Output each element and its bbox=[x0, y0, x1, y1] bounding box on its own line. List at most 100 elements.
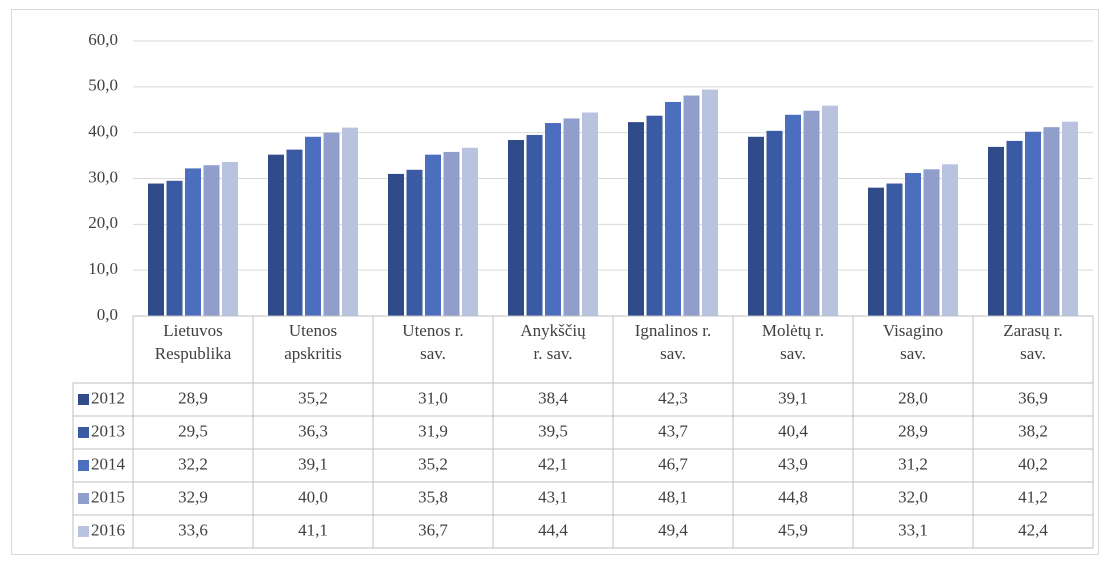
table-cell: 46,7 bbox=[658, 454, 688, 473]
bar bbox=[222, 162, 238, 316]
bar bbox=[868, 187, 884, 316]
y-tick-label: 60,0 bbox=[88, 30, 118, 49]
bar bbox=[748, 136, 764, 316]
table-cell: 36,7 bbox=[418, 520, 448, 539]
table-cell: 42,3 bbox=[658, 388, 688, 407]
y-tick-label: 30,0 bbox=[88, 167, 118, 186]
bar bbox=[406, 169, 423, 316]
x-tick-label: sav. bbox=[660, 344, 686, 363]
table-cell: 40,2 bbox=[1018, 454, 1048, 473]
bar bbox=[785, 114, 801, 317]
x-tick-label: Visagino bbox=[883, 321, 943, 340]
table-cell: 44,4 bbox=[538, 520, 568, 539]
table-cell: 49,4 bbox=[658, 520, 688, 539]
table-cell: 28,0 bbox=[898, 388, 928, 407]
table-cell: 35,2 bbox=[298, 388, 328, 407]
y-tick-label: 10,0 bbox=[88, 259, 118, 278]
bar bbox=[443, 151, 460, 316]
table-cell: 33,6 bbox=[178, 520, 208, 539]
table-cell: 48,1 bbox=[658, 487, 688, 506]
y-tick-label: 0,0 bbox=[97, 305, 118, 324]
legend-label: 2014 bbox=[91, 454, 126, 473]
y-tick-label: 50,0 bbox=[88, 76, 118, 95]
table-cell: 38,4 bbox=[538, 388, 568, 407]
bar bbox=[286, 149, 303, 316]
table-cell: 42,4 bbox=[1018, 520, 1048, 539]
bar bbox=[148, 183, 164, 316]
bar bbox=[166, 180, 183, 316]
bar bbox=[388, 173, 404, 316]
legend-key bbox=[78, 493, 89, 504]
table-cell: 41,2 bbox=[1018, 487, 1048, 506]
bar bbox=[1043, 127, 1060, 317]
table-cell: 35,8 bbox=[418, 487, 448, 506]
table-cell: 39,1 bbox=[778, 388, 808, 407]
table-cell: 41,1 bbox=[298, 520, 328, 539]
table-cell: 40,0 bbox=[298, 487, 328, 506]
y-tick-label: 20,0 bbox=[88, 213, 118, 232]
legend-key bbox=[78, 394, 89, 405]
legend-label: 2012 bbox=[91, 388, 125, 407]
table-cell: 32,2 bbox=[178, 454, 208, 473]
table-cell: 33,1 bbox=[898, 520, 928, 539]
bar bbox=[803, 110, 820, 317]
x-tick-label: Anykščių bbox=[520, 321, 586, 340]
x-tick-label: apskritis bbox=[284, 344, 342, 363]
bar bbox=[185, 168, 201, 316]
x-tick-label: sav. bbox=[780, 344, 806, 363]
bar bbox=[646, 115, 663, 316]
x-tick-label: sav. bbox=[900, 344, 926, 363]
legend-label: 2013 bbox=[91, 421, 125, 440]
bar bbox=[766, 130, 783, 316]
bar bbox=[822, 105, 838, 316]
legend-label: 2016 bbox=[91, 520, 125, 539]
bar bbox=[425, 154, 441, 316]
bar bbox=[886, 183, 903, 316]
legend-label: 2015 bbox=[91, 487, 125, 506]
bar bbox=[628, 122, 644, 316]
table-cell: 43,1 bbox=[538, 487, 568, 506]
x-tick-label: sav. bbox=[420, 344, 446, 363]
x-tick-label: r. sav. bbox=[533, 344, 572, 363]
bar bbox=[563, 118, 580, 316]
legend-key bbox=[78, 427, 89, 438]
x-tick-label: Molėtų r. bbox=[762, 321, 824, 340]
bar bbox=[323, 132, 340, 316]
table-cell: 43,9 bbox=[778, 454, 808, 473]
table-cell: 42,1 bbox=[538, 454, 568, 473]
table-cell: 39,1 bbox=[298, 454, 328, 473]
bar bbox=[942, 164, 958, 316]
bar bbox=[665, 101, 681, 316]
bar bbox=[683, 95, 700, 317]
bar bbox=[342, 127, 358, 316]
table-cell: 38,2 bbox=[1018, 421, 1048, 440]
bar bbox=[702, 89, 718, 316]
table-cell: 29,5 bbox=[178, 421, 208, 440]
table-cell: 32,9 bbox=[178, 487, 208, 506]
bar bbox=[988, 146, 1004, 316]
table-cell: 45,9 bbox=[778, 520, 808, 539]
table-cell: 31,2 bbox=[898, 454, 928, 473]
bar bbox=[526, 134, 543, 316]
bar bbox=[268, 154, 284, 316]
y-tick-label: 40,0 bbox=[88, 122, 118, 141]
table-cell: 36,3 bbox=[298, 421, 328, 440]
x-tick-label: Zarasų r. bbox=[1003, 321, 1062, 340]
x-tick-label: Utenos bbox=[289, 321, 337, 340]
legend-key bbox=[78, 460, 89, 471]
bar bbox=[203, 165, 220, 316]
x-tick-label: Respublika bbox=[155, 344, 232, 363]
table-cell: 28,9 bbox=[898, 421, 928, 440]
table-cell: 44,8 bbox=[778, 487, 808, 506]
bar bbox=[1062, 121, 1078, 317]
table-cell: 35,2 bbox=[418, 454, 448, 473]
x-tick-label: Utenos r. bbox=[402, 321, 463, 340]
bar bbox=[923, 169, 940, 316]
table-cell: 31,0 bbox=[418, 388, 448, 407]
bar bbox=[462, 147, 478, 316]
legend-key bbox=[78, 526, 89, 537]
bar bbox=[1025, 131, 1041, 316]
table-cell: 39,5 bbox=[538, 421, 568, 440]
table-cell: 40,4 bbox=[778, 421, 808, 440]
bar bbox=[582, 112, 598, 316]
